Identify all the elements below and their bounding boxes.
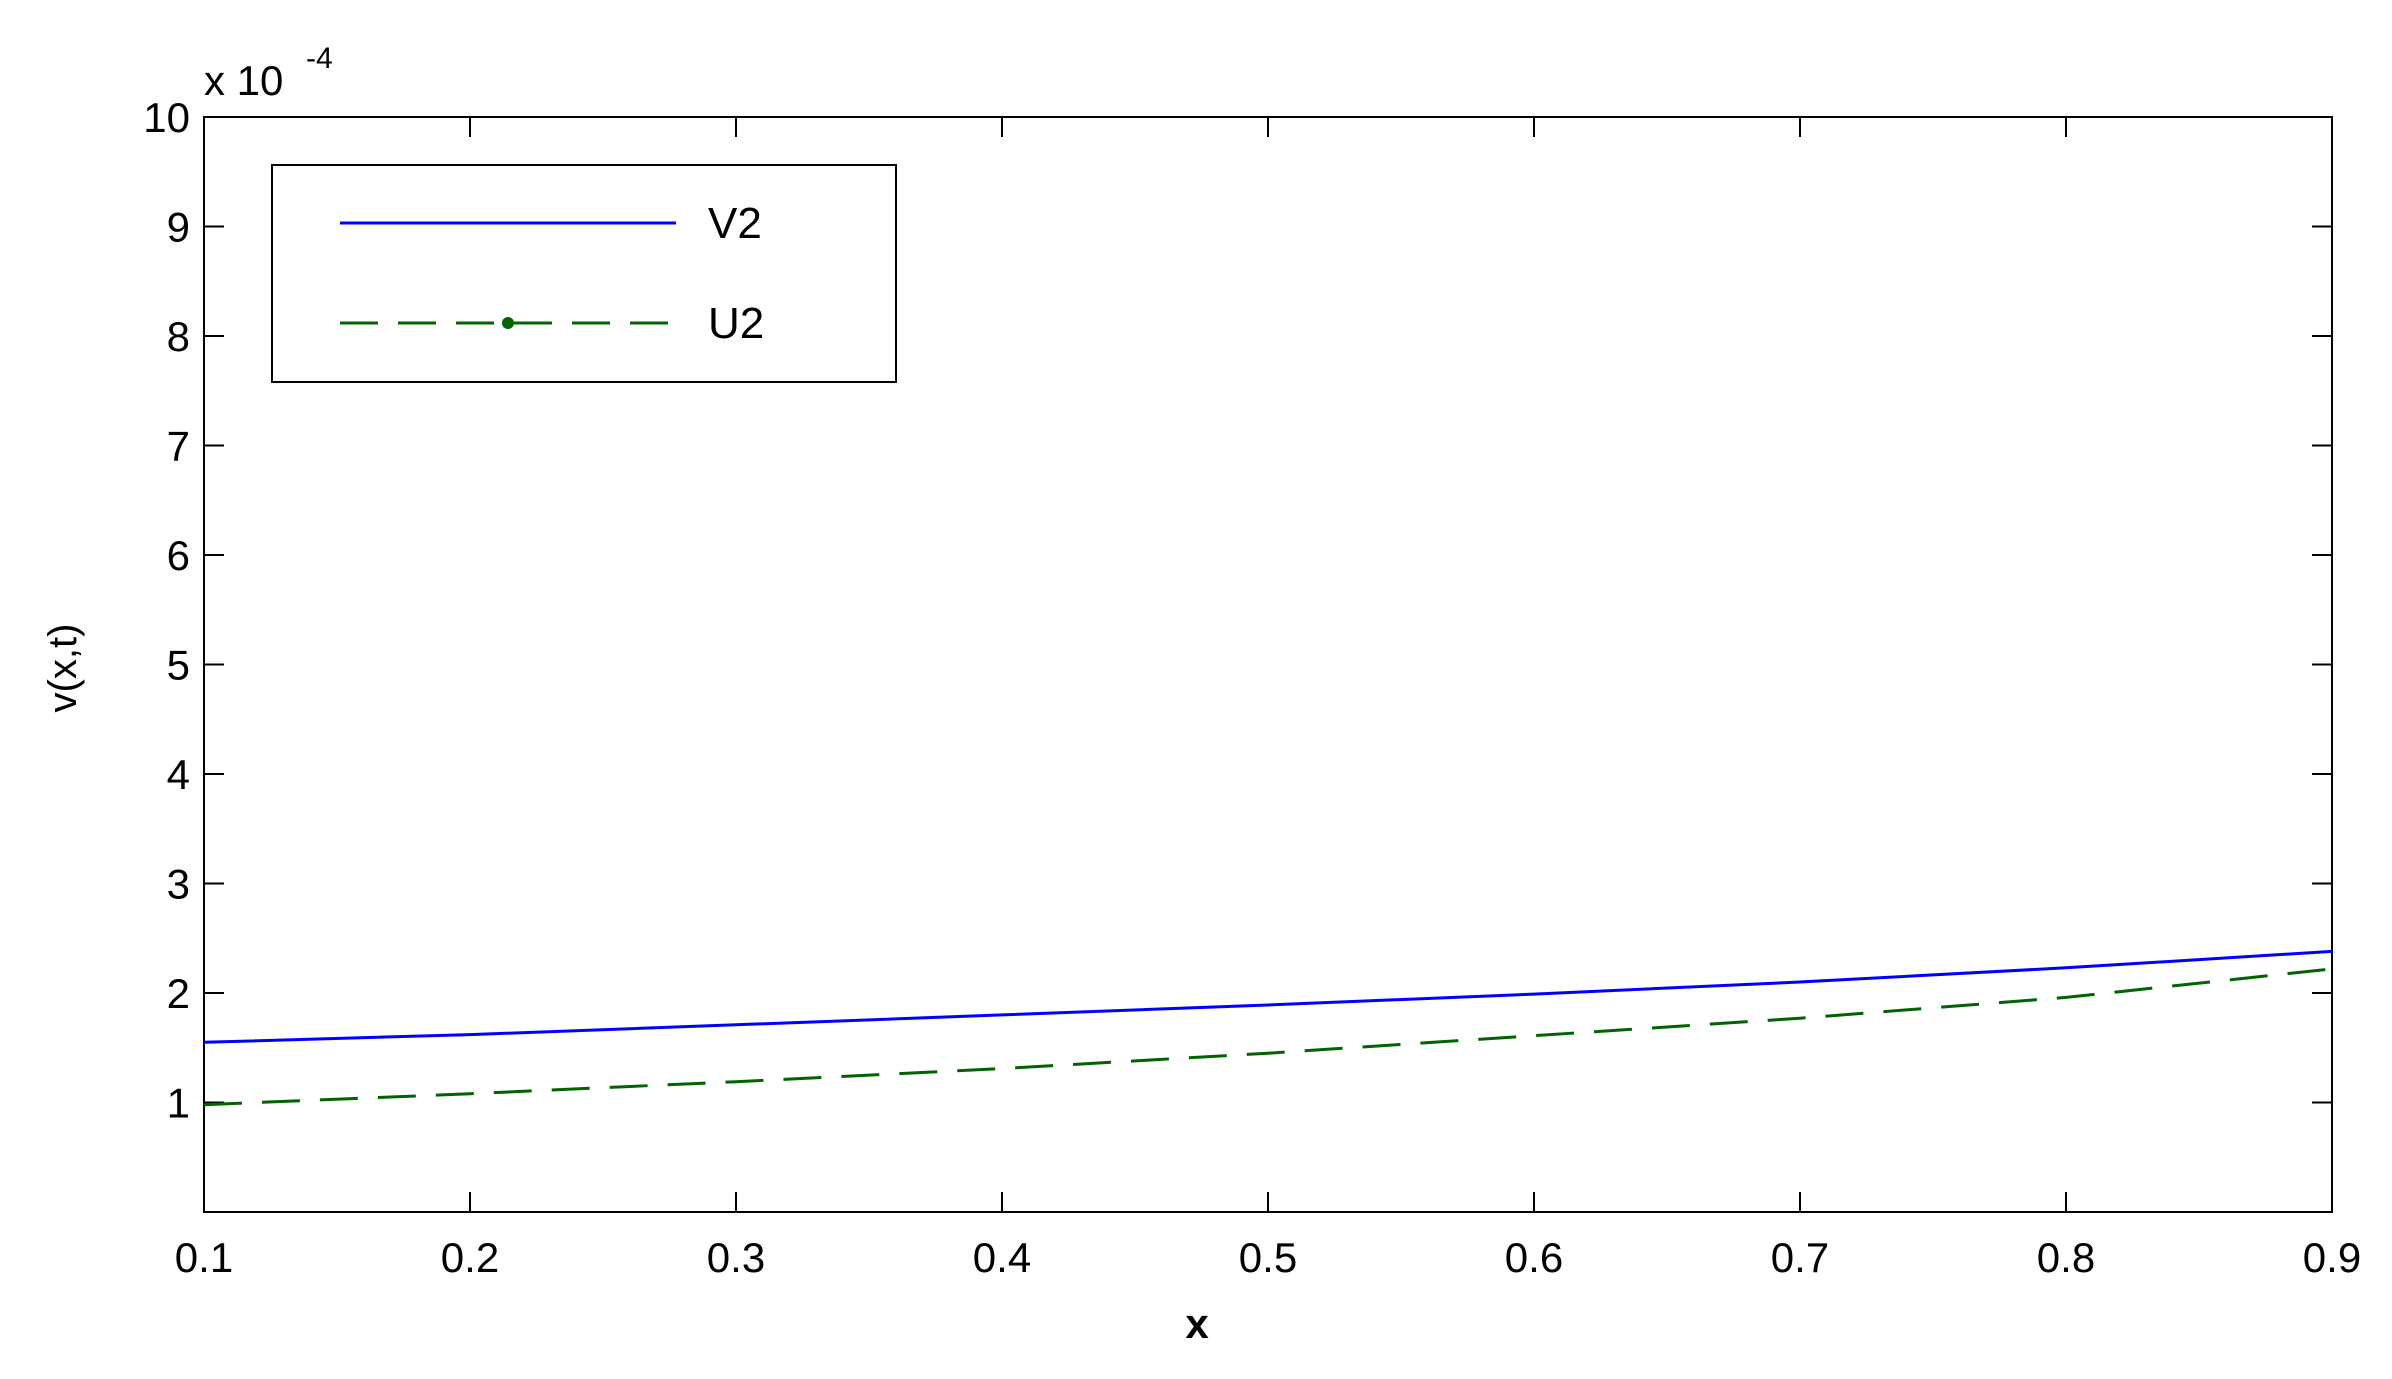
y-axis-ticks: 1 2 3 4 5 6 7 8 9 10 bbox=[143, 94, 2332, 1127]
y-tick-label: 5 bbox=[167, 642, 190, 689]
series-line-u2 bbox=[203, 967, 2333, 1107]
y-axis-exponent-base: x 10 bbox=[204, 57, 283, 104]
x-tick-label: 0.9 bbox=[2303, 1234, 2361, 1281]
y-tick-label: 1 bbox=[167, 1080, 190, 1127]
legend: V2 U2 bbox=[271, 164, 897, 383]
x-axis-label: x bbox=[1185, 1300, 1209, 1347]
x-tick-label: 0.2 bbox=[441, 1234, 499, 1281]
x-tick-label: 0.3 bbox=[707, 1234, 765, 1281]
x-tick-label: 0.8 bbox=[2037, 1234, 2095, 1281]
legend-box bbox=[271, 164, 897, 383]
y-tick-label: 10 bbox=[143, 94, 190, 141]
y-tick-label: 4 bbox=[167, 751, 190, 798]
x-tick-label: 0.6 bbox=[1505, 1234, 1563, 1281]
y-tick-label: 3 bbox=[167, 861, 190, 908]
y-tick-label: 6 bbox=[167, 532, 190, 579]
y-tick-label: 9 bbox=[167, 204, 190, 251]
legend-marker-u2 bbox=[502, 317, 514, 329]
y-tick-label: 2 bbox=[167, 970, 190, 1017]
x-tick-label: 0.1 bbox=[175, 1234, 233, 1281]
y-axis-label: v(x,t) bbox=[41, 624, 85, 713]
y-tick-label: 7 bbox=[167, 423, 190, 470]
series-line-v2 bbox=[203, 949, 2333, 1044]
x-tick-label: 0.4 bbox=[973, 1234, 1031, 1281]
legend-label-u2: U2 bbox=[708, 299, 764, 348]
legend-label-v2: V2 bbox=[708, 199, 762, 248]
y-tick-label: 8 bbox=[167, 313, 190, 360]
y-axis-exponent-power: -4 bbox=[306, 42, 333, 75]
x-axis-ticks: 0.1 0.2 0.3 0.4 0.5 0.6 0.7 0.8 0.9 bbox=[175, 117, 2361, 1281]
series-layer bbox=[203, 949, 2333, 1107]
x-tick-label: 0.5 bbox=[1239, 1234, 1297, 1281]
x-tick-label: 0.7 bbox=[1771, 1234, 1829, 1281]
